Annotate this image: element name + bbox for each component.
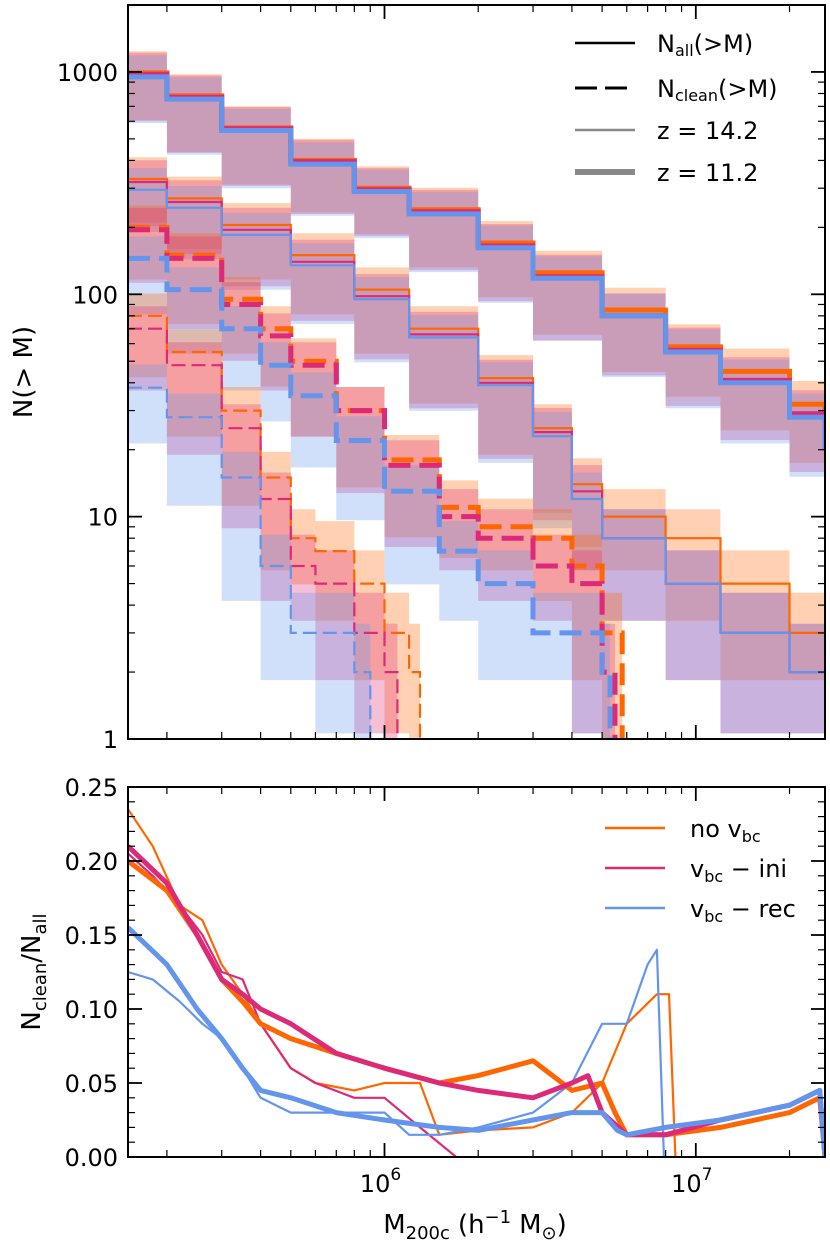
top-ytick-labels: 1 10 100 1000	[57, 59, 118, 754]
bottom-plot-frame	[127, 786, 826, 1158]
top-series-3	[128, 177, 825, 634]
bottom-series-group	[128, 808, 825, 1157]
bottom-series-0	[128, 808, 677, 1157]
bottom-ytick-label-5: 0.25	[65, 774, 118, 802]
bottom-ylabel: Nclean/Nall	[17, 913, 51, 1030]
bottom-xtick-label-0: 106	[360, 1165, 401, 1198]
top-panel: 1 10 100 1000 N(> M) Nall(>M) Nclean(>M) z …	[9, 4, 826, 754]
top-ytick-label-3: 1000	[57, 59, 118, 87]
bottom-xlabel-text: M200c (h−1 M⊙)	[383, 1207, 567, 1244]
top-series-8	[128, 255, 613, 739]
bottom-ytick-label-4: 0.20	[65, 848, 118, 876]
top-series-9	[128, 314, 422, 739]
bottom-series-4	[128, 844, 825, 1157]
bottom-xtick-label-1: 107	[671, 1165, 712, 1198]
top-band-0	[128, 51, 825, 463]
top-ytick-label-1: 10	[87, 504, 118, 532]
top-band-10	[128, 306, 398, 739]
top-band-11	[128, 364, 371, 739]
bottom-ytick-label-0: 0.00	[65, 1144, 118, 1172]
bottom-series-3	[128, 859, 825, 1157]
top-band-5	[128, 168, 825, 734]
bottom-panel: 0.00 0.05 0.10 0.15 0.20 0.25 106 107 Nclean/N…	[17, 774, 826, 1244]
top-band-9	[128, 293, 420, 739]
top-ylabel: N(> M)	[9, 326, 39, 418]
top-band-8	[128, 236, 610, 739]
top-series-2	[128, 74, 825, 450]
top-series-11	[128, 386, 372, 739]
bottom-ytick-label-3: 0.15	[65, 922, 118, 950]
bottom-ytick-label-1: 0.05	[65, 1070, 118, 1098]
top-series-group	[128, 70, 825, 739]
bottom-ytick-labels: 0.00 0.05 0.10 0.15 0.20 0.25	[65, 774, 118, 1172]
top-series-5	[128, 188, 825, 674]
legend-label-no-vbc: no vbc	[690, 815, 761, 846]
bottom-ytick-label-2: 0.10	[65, 996, 118, 1024]
legend-label-vbc-ini: vbc − ini	[690, 855, 787, 886]
bottom-xtick-labels: 106 107	[360, 1165, 713, 1198]
top-ytick-label-2: 100	[72, 281, 118, 309]
top-band-1	[128, 52, 825, 473]
bottom-xlabel: M200c (h−1 M⊙)	[383, 1207, 567, 1244]
top-band-6	[128, 205, 623, 739]
bottom-legend: no vbc vbc − ini vbc − rec	[605, 815, 796, 926]
legend-label-clean: Nclean(>M)	[657, 75, 778, 105]
top-plot-frame	[127, 4, 826, 740]
top-ticks	[128, 4, 825, 740]
top-band-4	[128, 160, 825, 734]
top-legend: Nall(>M) Nclean(>M) z = 14.2 z = 11.2	[575, 30, 778, 187]
legend-label-z11: z = 11.2	[657, 159, 758, 187]
bottom-series-2	[128, 948, 665, 1157]
legend-label-all: Nall(>M)	[657, 30, 753, 60]
bottom-series-5	[128, 925, 825, 1157]
legend-label-z14: z = 14.2	[657, 117, 758, 145]
top-band-7	[128, 207, 615, 739]
legend-label-vbc-rec: vbc − rec	[690, 895, 796, 926]
top-band-3	[128, 157, 825, 681]
top-ytick-label-0: 1	[103, 726, 118, 754]
